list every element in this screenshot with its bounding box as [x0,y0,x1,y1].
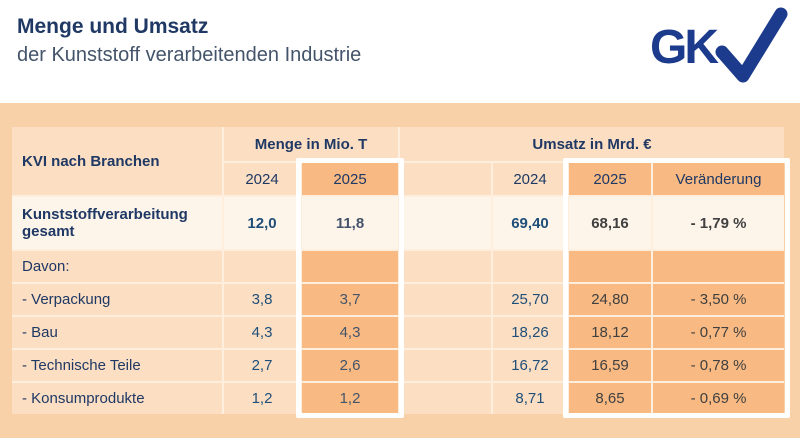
gkv-logo: GK [648,4,793,94]
empty-cell [653,251,784,282]
row-veraenderung: - 3,50 % [653,284,784,315]
spacer-cell [400,163,491,195]
row-menge-2025: 2,6 [302,350,398,381]
page-title: Menge und Umsatz [17,15,209,38]
menge-group-header: Menge in Mio. T [224,127,398,161]
row-umsatz-2025: 24,80 [569,284,651,315]
row-menge-2024: 3,8 [224,284,300,315]
davon-label: Davon: [12,251,222,282]
row-menge-2025: 3,7 [302,284,398,315]
row-umsatz-2024: 25,70 [493,284,567,315]
empty-cell [569,251,651,282]
row-umsatz-2024: 16,72 [493,350,567,381]
row-label: - Technische Teile [12,350,222,381]
empty-cell [493,251,567,282]
total-umsatz-2025: 68,16 [569,197,651,249]
row-umsatz-2025: 8,65 [569,383,651,414]
row-veraenderung: - 0,77 % [653,317,784,348]
total-menge-2025: 11,8 [302,197,398,249]
veraenderung-header: Veränderung [653,163,784,195]
total-veraenderung: - 1,79 % [653,197,784,249]
row-umsatz-2024: 18,26 [493,317,567,348]
spacer-cell [400,383,491,414]
row-menge-2025: 4,3 [302,317,398,348]
spacer-cell [400,350,491,381]
total-row-label: Kunststoffverarbeitung gesamt [12,197,222,249]
gkv-logo-text: GK [650,21,719,74]
row-label: - Verpackung [12,284,222,315]
row-menge-2024: 1,2 [224,383,300,414]
row-veraenderung: - 0,78 % [653,350,784,381]
row-label: - Bau [12,317,222,348]
row-veraenderung: - 0,69 % [653,383,784,414]
title-block: Menge und Umsatz der Kunststoff verarbei… [17,13,361,68]
empty-cell [302,251,398,282]
umsatz-group-header: Umsatz in Mrd. € [400,127,784,161]
row-menge-2025: 1,2 [302,383,398,414]
total-umsatz-2024: 69,40 [493,197,567,249]
spacer-cell [400,251,491,282]
row-label: - Konsumprodukte [12,383,222,414]
umsatz-2024-header: 2024 [493,163,567,195]
empty-cell [224,251,300,282]
row-umsatz-2025: 18,12 [569,317,651,348]
spacer-cell [400,284,491,315]
page-subtitle: der Kunststoff verarbeitenden Industrie [17,44,362,67]
menge-2025-header: 2025 [302,163,398,195]
menge-2024-header: 2024 [224,163,300,195]
umsatz-2025-header: 2025 [569,163,651,195]
row-umsatz-2025: 16,59 [569,350,651,381]
kvi-table: KVI nach Branchen Menge in Mio. T Umsatz… [12,127,784,414]
spacer-cell [400,317,491,348]
spacer-cell [400,197,491,249]
total-menge-2024: 12,0 [224,197,300,249]
checkmark-icon [715,7,788,83]
table-corner-header: KVI nach Branchen [12,127,222,195]
row-umsatz-2024: 8,71 [493,383,567,414]
row-menge-2024: 4,3 [224,317,300,348]
row-menge-2024: 2,7 [224,350,300,381]
